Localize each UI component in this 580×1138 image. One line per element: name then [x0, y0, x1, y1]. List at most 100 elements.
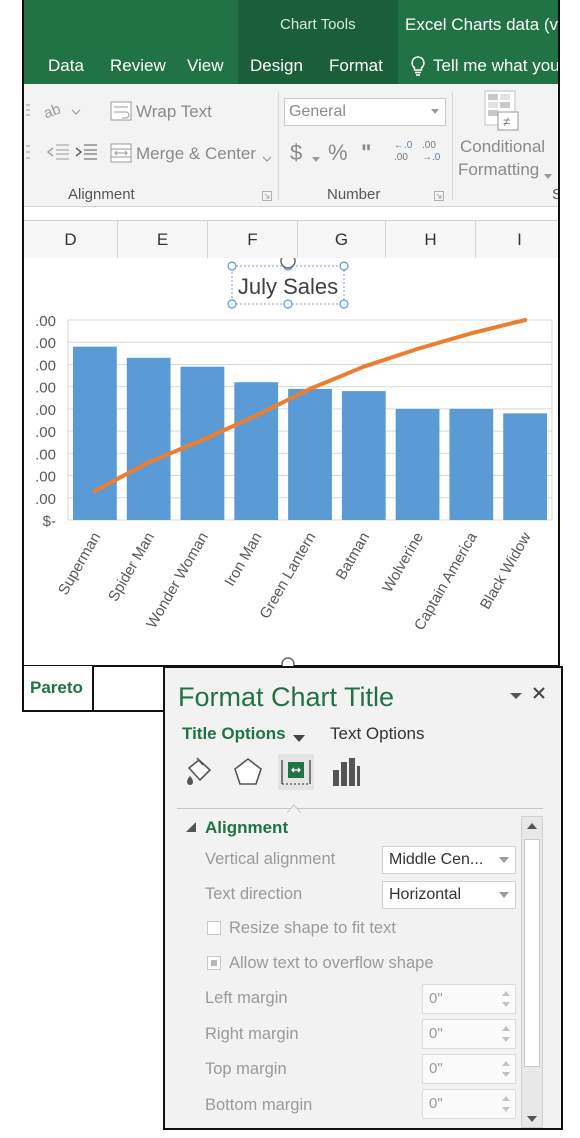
- chevron-down-icon[interactable]: [262, 150, 272, 162]
- vertical-alignment-dropdown[interactable]: Middle Cen...: [382, 846, 516, 874]
- column-header-e[interactable]: E: [118, 221, 208, 259]
- size-properties-icon[interactable]: [278, 754, 314, 790]
- x-tick-label: Green Lantern: [256, 530, 319, 622]
- effects-pentagon-icon[interactable]: [232, 756, 264, 788]
- bar-black-widow: [503, 413, 547, 520]
- resize-shape-checkbox[interactable]: [207, 921, 221, 935]
- pane-scrollbar[interactable]: [521, 816, 543, 1128]
- tab-title-options[interactable]: Title Options: [182, 724, 286, 743]
- tab-format[interactable]: Format: [329, 56, 383, 75]
- text-direction-value: Horizontal: [389, 886, 462, 903]
- percent-style-button[interactable]: %: [328, 140, 348, 165]
- scroll-down-icon: [527, 1116, 537, 1122]
- chart-tools-label: Chart Tools: [280, 16, 356, 33]
- conditional-formatting-icon[interactable]: ≠: [484, 90, 520, 134]
- pane-options-chevron-icon[interactable]: [510, 688, 522, 699]
- svg-text:→.0: →.0: [422, 152, 441, 163]
- wrap-text-button[interactable]: Wrap Text: [136, 102, 212, 121]
- bottom-margin-value: 0": [429, 1095, 443, 1112]
- y-tick-label: .00: [35, 357, 56, 374]
- format-chart-title-pane: Format Chart Title Title Options Text Op…: [163, 666, 563, 1130]
- chart-area[interactable]: .00 .00 .00 .00 .00 .00 .00 .00 .00 $- Superman Spi…: [24, 253, 560, 671]
- svg-text:←.0: ←.0: [394, 140, 413, 151]
- top-margin-value: 0": [429, 1060, 443, 1077]
- tab-text-options[interactable]: Text Options: [330, 724, 425, 743]
- right-margin-label: Right margin: [205, 1025, 299, 1043]
- increase-indent-icon[interactable]: [74, 142, 98, 162]
- accounting-format-button[interactable]: $: [290, 140, 303, 165]
- y-tick-label: .00: [35, 313, 56, 330]
- scrollbar-thumb[interactable]: [524, 839, 540, 1067]
- right-margin-input[interactable]: 0": [422, 1019, 516, 1049]
- orientation-icon[interactable]: ab: [41, 100, 82, 122]
- chevron-down-icon[interactable]: [293, 730, 305, 742]
- conditional-formatting-label-1[interactable]: Conditional: [460, 137, 546, 156]
- y-tick-label: .00: [35, 402, 56, 419]
- lightbulb-icon: [410, 55, 426, 77]
- section-alignment[interactable]: Alignment: [205, 818, 289, 837]
- tab-data[interactable]: Data: [48, 56, 84, 75]
- collapse-triangle-icon[interactable]: [185, 820, 197, 832]
- number-format-dropdown[interactable]: General: [284, 98, 446, 126]
- sheet-tab-pareto[interactable]: Pareto: [22, 666, 94, 712]
- svg-text:ab: ab: [42, 101, 63, 120]
- dialog-launcher-icon[interactable]: [262, 188, 272, 201]
- bar-captain-america: [449, 408, 494, 520]
- vertical-alignment-value: Middle Cen...: [389, 851, 484, 868]
- decrease-indent-icon[interactable]: [46, 142, 70, 162]
- text-direction-label: Text direction: [205, 885, 303, 903]
- y-tick-label: .00: [35, 380, 56, 397]
- sheet-tab-label: Pareto: [30, 678, 83, 697]
- left-margin-input[interactable]: 0": [422, 984, 516, 1014]
- scroll-up-icon: [527, 823, 537, 829]
- text-direction-dropdown[interactable]: Horizontal: [382, 881, 516, 909]
- selection-handle: [339, 299, 349, 309]
- dialog-launcher-icon[interactable]: [434, 188, 444, 201]
- chart-title: July Sales: [238, 274, 338, 299]
- conditional-formatting-label-2[interactable]: Formatting: [458, 160, 540, 179]
- column-header-f[interactable]: F: [208, 221, 298, 259]
- selection-handle: [227, 299, 237, 309]
- tab-view[interactable]: View: [187, 56, 224, 75]
- column-header-h[interactable]: H: [386, 221, 476, 259]
- spinner-arrows-icon: [502, 1061, 510, 1077]
- y-tick-label: .00: [35, 491, 56, 508]
- chevron-down-icon[interactable]: [312, 150, 320, 162]
- left-margin-label: Left margin: [205, 989, 288, 1007]
- pareto-chart[interactable]: .00 .00 .00 .00 .00 .00 .00 .00 .00 $-Superman Spi…: [24, 253, 560, 671]
- svg-text:.00: .00: [394, 152, 408, 163]
- bar-green-lantern: [288, 388, 332, 520]
- wrap-text-icon[interactable]: [110, 100, 132, 122]
- chevron-down-icon[interactable]: [544, 167, 552, 179]
- y-tick-label: .00: [35, 469, 56, 486]
- close-icon[interactable]: [532, 686, 546, 700]
- column-header-g[interactable]: G: [298, 221, 386, 259]
- chevron-down-icon: [499, 892, 509, 898]
- decrease-decimal-button[interactable]: .00 →.0: [420, 138, 444, 164]
- tell-me-search[interactable]: Tell me what you: [433, 56, 560, 75]
- chart-tools-context-band: [238, 0, 398, 84]
- x-tick-label: Batman: [333, 530, 374, 583]
- align-edge-icon-2: [24, 143, 32, 161]
- window-title: Excel Charts data (ver: [405, 15, 560, 34]
- column-header-i[interactable]: I: [476, 221, 558, 259]
- rotation-handle-icon: [280, 253, 296, 269]
- chevron-down-icon: [431, 109, 439, 114]
- y-tick-label: .00: [35, 335, 56, 352]
- selection-handle: [283, 299, 293, 309]
- merge-center-button[interactable]: Merge & Center: [136, 144, 256, 163]
- chart-options-icon[interactable]: [329, 756, 361, 788]
- comma-style-button[interactable]: ": [361, 140, 372, 165]
- bottom-margin-input[interactable]: 0": [422, 1089, 516, 1119]
- column-header-d[interactable]: D: [24, 221, 118, 259]
- overflow-shape-label: Allow text to overflow shape: [229, 954, 434, 972]
- tab-design[interactable]: Design: [250, 56, 303, 75]
- increase-decimal-button[interactable]: ←.0.00: [392, 138, 416, 164]
- top-margin-input[interactable]: 0": [422, 1054, 516, 1084]
- svg-text:≠: ≠: [503, 114, 510, 129]
- number-format-value: General: [289, 103, 346, 120]
- merge-center-icon[interactable]: [110, 142, 132, 164]
- overflow-shape-checkbox[interactable]: [207, 956, 221, 970]
- tab-review[interactable]: Review: [110, 56, 166, 75]
- fill-line-icon[interactable]: [183, 756, 215, 788]
